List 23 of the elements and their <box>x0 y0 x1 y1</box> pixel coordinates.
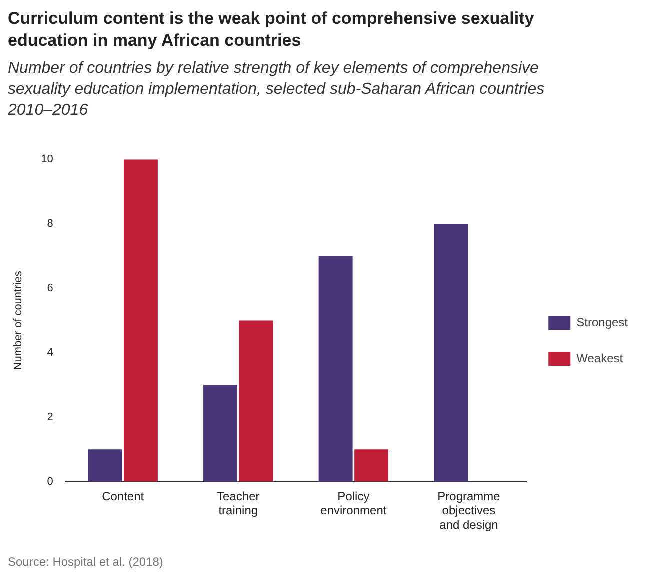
bar <box>354 450 389 482</box>
y-tick-label: 4 <box>47 346 54 359</box>
legend-label: Strongest <box>576 315 629 330</box>
bar <box>239 320 274 482</box>
bar <box>318 256 353 482</box>
bar <box>124 160 158 482</box>
y-tick-label: 10 <box>41 154 54 166</box>
x-tick-label: Programme objectives and design <box>438 489 501 532</box>
x-tick-label: Policy environment <box>320 489 388 518</box>
y-tick-label: 0 <box>47 476 54 488</box>
y-tick-label: 8 <box>47 218 54 230</box>
bar <box>88 450 122 482</box>
y-tick-label: 2 <box>47 411 54 424</box>
legend-label: Weakest <box>576 351 624 366</box>
x-tick-label: Teacher training <box>217 489 260 518</box>
y-tick-label: 6 <box>47 282 54 295</box>
bar <box>434 224 468 482</box>
x-tick-label: Content <box>102 489 145 504</box>
y-axis-title: Number of countries <box>12 270 25 370</box>
source-note: Source: Hospital et al. (2018) <box>8 555 164 569</box>
chart-title: Curriculum content is the weak point of comprehensive sexuality education in many African countries <box>8 8 536 52</box>
bar <box>204 385 238 482</box>
chart-subtitle: Number of countries by relative strength of key elements of comprehensive sexuality education implementation, selected sub-Saharan African countries 2010–2016 <box>8 59 546 121</box>
